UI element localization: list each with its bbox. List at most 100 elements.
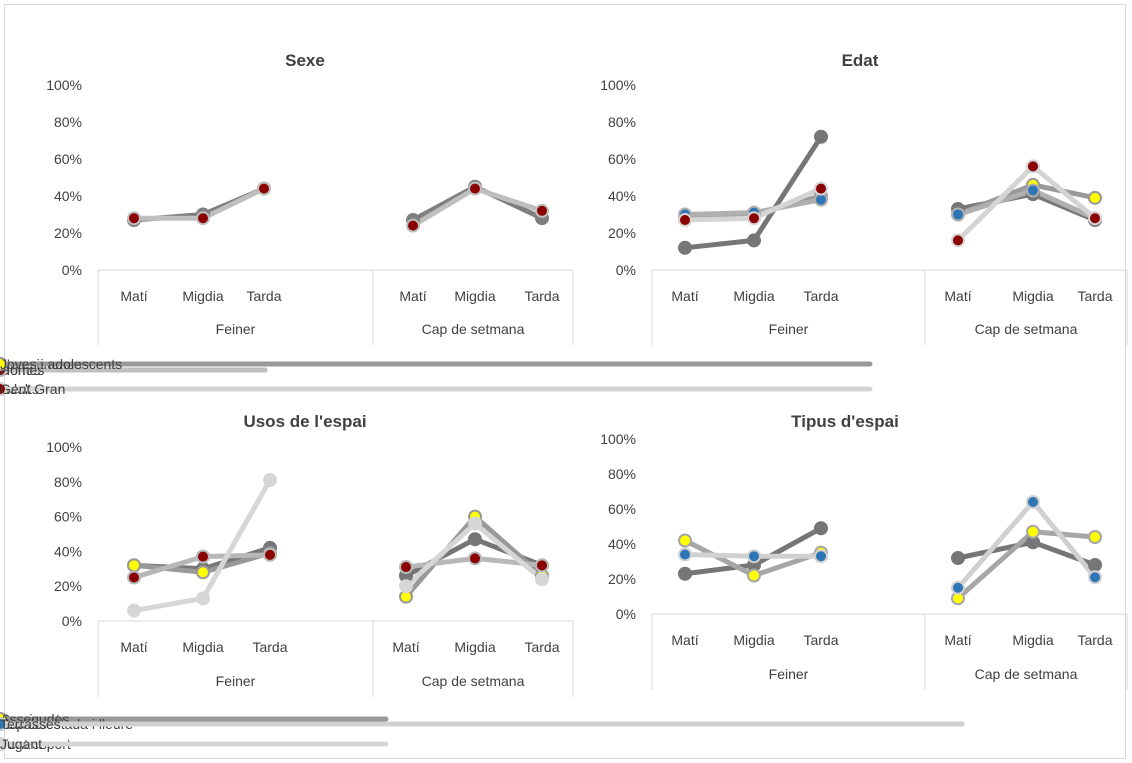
x-tick-label: Tarda	[252, 639, 287, 655]
data-point-jugant	[399, 579, 413, 594]
y-tick-label: 20%	[54, 225, 82, 241]
data-point-fent-esport	[127, 570, 141, 585]
x-tick-label: Migdia	[182, 639, 223, 655]
series-gent-gran	[682, 163, 1098, 243]
chart-title: Tipus d'espai	[791, 412, 899, 431]
y-tick-label: 40%	[54, 543, 82, 559]
data-point-gent-gran	[1026, 159, 1040, 174]
x-tick-label: Matí	[120, 288, 147, 304]
y-tick-label: 20%	[608, 225, 636, 241]
y-tick-label: 60%	[54, 509, 82, 525]
y-tick-label: 100%	[600, 431, 636, 447]
y-tick-label: 60%	[54, 151, 82, 167]
data-point-gent-gran	[747, 211, 761, 226]
data-point-nens-i-nenes	[678, 240, 692, 255]
x-tick-label: Matí	[399, 288, 426, 304]
x-tick-label: Matí	[120, 639, 147, 655]
group-label: Cap de setmana	[975, 666, 1078, 682]
data-point-homes	[257, 181, 271, 196]
chart-sexe: Sexe 0% 20% 40% 60% 80% 100% Matí Migdia Tarda Mat…	[0, 51, 574, 378]
y-tick-label: 0%	[616, 606, 636, 622]
data-point-jugant	[196, 591, 210, 606]
y-tick-label: 80%	[608, 466, 636, 482]
data-point-espais-estada-i-lleure	[1088, 530, 1102, 544]
y-tick-label: 60%	[608, 151, 636, 167]
legend-label: Terrasses	[0, 716, 61, 732]
data-point-gent-gran	[814, 181, 828, 196]
data-point-assegudes	[127, 558, 141, 573]
data-point-nens-i-nenes	[747, 233, 761, 248]
data-point-homes	[535, 203, 549, 218]
y-tick-label: 100%	[46, 439, 82, 455]
chart-edat: Edat 0% 20% 40% 60% 80% 100% Matí Migdia Tarda Mat…	[0, 51, 1128, 397]
data-point-caminant	[468, 532, 482, 547]
group-label: Cap de setmana	[975, 321, 1078, 337]
x-tick-label: Migdia	[454, 288, 495, 304]
data-point-jugant	[468, 516, 482, 531]
data-point-carrers	[1088, 558, 1102, 572]
data-point-fent-esport	[399, 560, 413, 575]
y-tick-label: 80%	[608, 114, 636, 130]
x-tick-label: Migdia	[733, 632, 774, 648]
y-tick-label: 80%	[54, 474, 82, 490]
x-tick-label: Matí	[392, 639, 419, 655]
group-label: Feiner	[769, 321, 809, 337]
x-tick-label: Migdia	[454, 639, 495, 655]
group-label: Feiner	[769, 666, 809, 682]
data-point-joves-i-adolescents	[1088, 190, 1102, 205]
y-tick-label: 60%	[608, 501, 636, 517]
chart-title: Sexe	[285, 51, 325, 70]
data-point-fent-esport	[535, 558, 549, 573]
data-point-terrasses	[747, 549, 761, 564]
chart-frame	[4, 4, 1126, 759]
data-point-adults	[1026, 183, 1040, 198]
data-point-homes	[127, 211, 141, 226]
data-point-terrasses	[951, 580, 965, 595]
data-point-gent-gran	[951, 233, 965, 248]
data-point-terrasses	[814, 549, 828, 564]
data-point-gent-gran	[1088, 211, 1102, 226]
y-tick-label: 100%	[46, 77, 82, 93]
data-point-carrers	[678, 566, 692, 581]
data-point-fent-esport	[263, 547, 277, 562]
chart-title: Usos de l'espai	[243, 412, 366, 431]
x-tick-label: Migdia	[733, 288, 774, 304]
data-point-homes	[406, 218, 420, 233]
data-point-carrers	[814, 521, 828, 536]
chart-usos-de-l-espai: Usos de l'espai 0% 20% 40% 60% 80% 100% Matí Mig…	[0, 412, 574, 752]
y-tick-label: 20%	[54, 578, 82, 594]
y-tick-label: 0%	[62, 613, 82, 629]
series-line	[682, 134, 824, 251]
data-point-homes	[468, 181, 482, 196]
x-tick-label: Migdia	[1012, 288, 1053, 304]
x-tick-label: Tarda	[524, 639, 559, 655]
x-tick-label: Tarda	[524, 288, 559, 304]
data-point-espais-estada-i-lleure	[678, 533, 692, 548]
group-label: Cap de setmana	[422, 321, 525, 337]
y-tick-label: 100%	[600, 77, 636, 93]
x-tick-label: Tarda	[803, 632, 838, 648]
data-point-terrasses	[1088, 570, 1102, 585]
data-point-assegudes	[196, 565, 210, 580]
x-tick-label: Tarda	[246, 288, 281, 304]
x-tick-label: Matí	[944, 632, 971, 648]
y-tick-label: 80%	[54, 114, 82, 130]
data-point-fent-esport	[468, 551, 482, 566]
series-jugant	[131, 477, 545, 614]
group-label: Feiner	[216, 321, 256, 337]
y-tick-label: 40%	[608, 188, 636, 204]
y-tick-label: 0%	[616, 262, 636, 278]
x-tick-label: Tarda	[803, 288, 838, 304]
chart-title: Edat	[842, 51, 879, 70]
legend-marker	[0, 717, 7, 731]
legend-marker	[0, 737, 7, 751]
legend-item-joves-i-adolescents: Joves i adolescents	[0, 356, 873, 372]
data-point-jugant	[535, 572, 549, 587]
data-point-espais-estada-i-lleure	[1026, 524, 1040, 539]
data-point-jugant	[263, 473, 277, 488]
data-point-gent-gran	[678, 213, 692, 228]
x-tick-label: Tarda	[1077, 632, 1112, 648]
x-tick-label: Migdia	[1012, 632, 1053, 648]
data-point-jugant	[127, 603, 141, 618]
legend-label: Joves i adolescents	[0, 356, 122, 372]
